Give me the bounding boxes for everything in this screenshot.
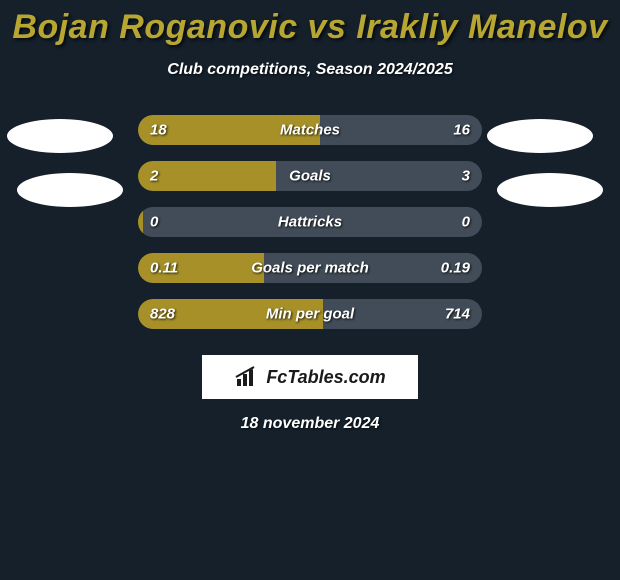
date-text: 18 november 2024: [0, 415, 620, 433]
bar-track: Goals 2 3: [138, 161, 482, 191]
bar-fill: [138, 207, 143, 237]
avatar-right: [487, 119, 593, 153]
subtitle: Club competitions, Season 2024/2025: [0, 61, 620, 79]
brand-text: FcTables.com: [266, 367, 385, 388]
bar-chart-icon: [234, 365, 260, 389]
stat-row: Hattricks 0 0: [0, 199, 620, 245]
bar-track: Hattricks 0 0: [138, 207, 482, 237]
stat-label: Goals per match: [251, 260, 369, 277]
avatar-left: [7, 119, 113, 153]
avatar-left: [17, 173, 123, 207]
stat-value-left: 2: [150, 168, 158, 185]
stat-value-left: 0.11: [150, 260, 178, 277]
stat-value-right: 16: [453, 122, 470, 139]
bar-track: Matches 18 16: [138, 115, 482, 145]
stat-value-left: 0: [150, 214, 158, 231]
stat-label: Goals: [289, 168, 331, 185]
stat-value-right: 0: [462, 214, 470, 231]
page-title: Bojan Roganovic vs Irakliy Manelov: [0, 0, 620, 47]
stat-row: Goals per match 0.11 0.19: [0, 245, 620, 291]
bar-track: Goals per match 0.11 0.19: [138, 253, 482, 283]
brand-badge: FcTables.com: [202, 355, 418, 399]
stat-value-left: 18: [150, 122, 167, 139]
stat-label: Matches: [280, 122, 340, 139]
stat-value-right: 714: [445, 306, 470, 323]
avatar-right: [497, 173, 603, 207]
stat-value-right: 0.19: [441, 260, 470, 277]
stat-value-left: 828: [150, 306, 175, 323]
stat-row: Min per goal 828 714: [0, 291, 620, 337]
stat-value-right: 3: [462, 168, 470, 185]
stat-label: Min per goal: [266, 306, 354, 323]
bar-track: Min per goal 828 714: [138, 299, 482, 329]
bar-fill: [138, 161, 276, 191]
stat-label: Hattricks: [278, 214, 342, 231]
